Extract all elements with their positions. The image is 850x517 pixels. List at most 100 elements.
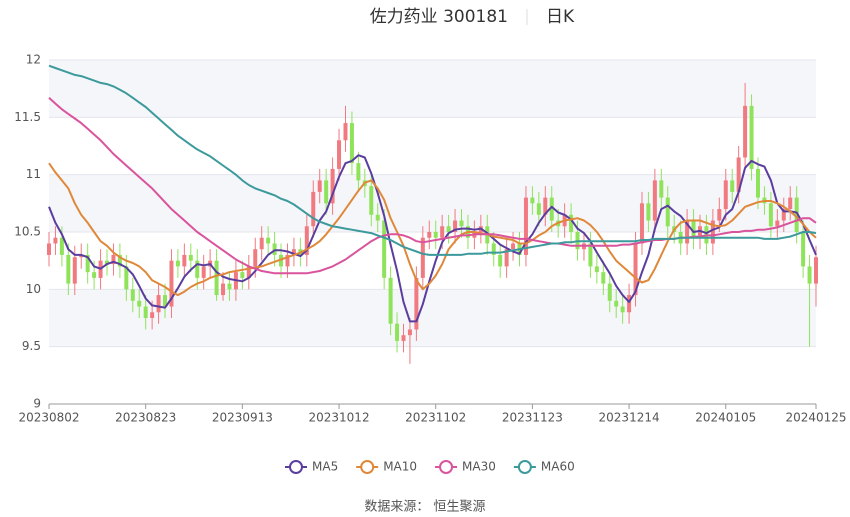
y-tick-label: 11.5 — [14, 110, 41, 124]
y-tick-label: 9 — [33, 397, 41, 411]
ma-line — [48, 162, 817, 297]
candle-body — [143, 306, 148, 318]
candle-body — [523, 197, 528, 255]
candle-body — [291, 249, 296, 255]
candle-body — [440, 226, 445, 238]
candle-body — [775, 220, 780, 227]
candle-body — [259, 237, 264, 250]
candle-body — [117, 254, 122, 267]
candle-body — [639, 203, 644, 244]
candle-body — [768, 203, 773, 227]
x-tick-label: 20231123 — [502, 411, 563, 425]
candle-body — [420, 237, 425, 278]
candle-body — [549, 197, 554, 221]
x-tick-label: 20231012 — [309, 411, 370, 425]
candle-body — [453, 220, 458, 232]
candle-body — [685, 220, 690, 244]
candle-body — [195, 260, 200, 278]
candle-body — [717, 209, 722, 221]
candle-body — [736, 157, 741, 192]
candle-body — [188, 254, 193, 261]
candle-body — [446, 226, 451, 232]
grid-band — [49, 60, 816, 118]
grid-band — [49, 174, 816, 232]
source-note: 数据来源： 恒生聚源 — [364, 500, 485, 515]
candle-body — [504, 249, 509, 267]
legend-label: MA5 — [312, 460, 338, 474]
candle-body — [633, 243, 638, 296]
legend-label: MA60 — [541, 460, 575, 474]
candle-body — [137, 300, 142, 307]
ma-line — [48, 64, 817, 256]
candle-body — [569, 214, 574, 232]
legend-label: MA30 — [462, 460, 496, 474]
candle-body — [47, 243, 51, 255]
candle-body — [601, 272, 606, 284]
y-tick-label: 11 — [26, 167, 41, 181]
candle-body — [723, 180, 728, 210]
candle-body — [427, 232, 432, 238]
candle-body — [182, 254, 187, 267]
legend-marker — [289, 460, 303, 474]
candle-body — [246, 266, 251, 278]
candle-body — [266, 237, 271, 244]
ma-line — [48, 154, 817, 323]
candle-body — [498, 254, 503, 267]
candle-body — [111, 254, 116, 265]
candle-body — [788, 197, 793, 210]
candle-body — [330, 168, 335, 204]
candle-body — [169, 260, 174, 307]
grid-band — [49, 289, 816, 347]
candle-body — [459, 220, 464, 227]
candle-body — [150, 312, 155, 318]
x-tick-label: 20240125 — [785, 411, 846, 425]
candle-body — [614, 300, 619, 307]
y-tick-label: 9.5 — [22, 339, 41, 353]
x-tick-label: 20231102 — [405, 411, 466, 425]
candle-body — [794, 197, 799, 232]
legend-marker — [360, 460, 375, 474]
candle-body — [130, 289, 135, 301]
candle-body — [646, 203, 651, 221]
y-tick-label: 12 — [26, 53, 41, 67]
candle-body — [594, 266, 599, 273]
x-tick-label: 20230913 — [212, 411, 273, 425]
candle-body — [279, 254, 284, 267]
candle-body — [652, 180, 657, 221]
legend-marker — [439, 460, 454, 474]
candle-body — [369, 186, 374, 215]
candle-body — [59, 237, 64, 255]
candle-body — [388, 277, 393, 324]
candle-body — [665, 197, 670, 227]
candle-body — [72, 257, 77, 284]
candle-body — [175, 260, 180, 267]
candle-body — [221, 283, 226, 296]
candle-body — [536, 203, 541, 215]
candle-body — [743, 105, 748, 158]
y-tick-label: 10 — [26, 282, 41, 296]
candle-body — [814, 257, 818, 284]
x-tick-label: 20231214 — [599, 411, 660, 425]
chart-subtitle: 日K — [546, 7, 575, 27]
candle-body — [627, 295, 632, 313]
legend-label: MA10 — [383, 460, 417, 474]
candle-body — [79, 254, 84, 258]
candle-body — [304, 226, 309, 255]
candle-body — [382, 220, 387, 278]
candle-body — [253, 249, 258, 267]
candle-body — [85, 254, 90, 273]
candle-body — [781, 209, 786, 221]
candle-body — [620, 306, 625, 313]
candle-body — [163, 295, 168, 307]
candle-body — [511, 243, 516, 250]
candle-body — [375, 214, 380, 221]
chart-title: 佐力药业 300181 — [370, 7, 508, 27]
candle-body — [749, 105, 754, 169]
candle-body — [407, 329, 412, 336]
candle-body — [801, 232, 806, 267]
candle-body — [588, 243, 593, 267]
candle-body — [530, 197, 535, 204]
candle-body — [156, 295, 161, 313]
candle-body — [343, 123, 348, 141]
